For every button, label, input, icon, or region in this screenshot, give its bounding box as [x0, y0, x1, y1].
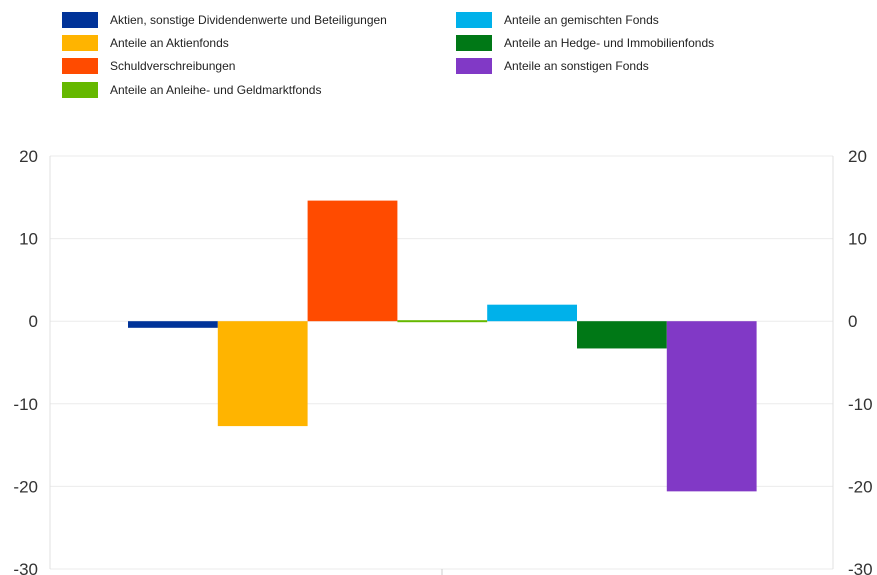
- y-tick-label-right: -30: [848, 560, 873, 575]
- bar: [397, 320, 488, 323]
- legend-item: Anteile an sonstigen Fonds: [456, 57, 649, 75]
- y-tick-label-right: 20: [848, 147, 867, 166]
- bars: [128, 200, 757, 492]
- legend-item: Anteile an Aktienfonds: [62, 34, 229, 52]
- legend-swatch: [456, 12, 492, 28]
- legend-swatch: [456, 58, 492, 74]
- y-tick-label-right: -20: [848, 477, 873, 496]
- legend-swatch: [62, 12, 98, 28]
- bar: [128, 321, 218, 328]
- legend-label: Anteile an Hedge- und Immobilienfonds: [504, 36, 715, 50]
- legend-swatch: [456, 35, 492, 51]
- axes: 20 20 10 10 0 0 -10 -10 -20 -20 -30 -30: [13, 147, 873, 575]
- legend-item: Schuldverschreibungen: [62, 57, 235, 75]
- y-tick-label-left: -20: [13, 477, 38, 496]
- legend-label: Aktien, sonstige Dividendenwerte und Bet…: [110, 13, 387, 27]
- legend-item: Anteile an Hedge- und Immobilienfonds: [456, 34, 714, 52]
- bar: [217, 321, 308, 427]
- bar: [487, 304, 577, 322]
- legend-swatch: [62, 82, 98, 98]
- y-tick-label-left: -30: [13, 560, 38, 575]
- legend-label: Schuldverschreibungen: [110, 59, 236, 73]
- y-tick-label-left: 20: [19, 147, 38, 166]
- legend-label: Anteile an Aktienfonds: [110, 36, 229, 50]
- bar: [307, 200, 398, 322]
- y-tick-label-right: 0: [848, 312, 857, 331]
- legend-swatch: [62, 35, 98, 51]
- bar: [666, 321, 757, 492]
- legend-swatch: [62, 58, 98, 74]
- legend-item: Anteile an gemischten Fonds: [456, 11, 659, 29]
- chart-legend: Aktien, sonstige Dividendenwerte und Bet…: [0, 0, 877, 110]
- y-tick-label-left: 0: [29, 312, 38, 331]
- legend-label: Anteile an Anleihe- und Geldmarktfonds: [110, 83, 322, 97]
- y-tick-label-left: -10: [13, 395, 38, 414]
- legend-label: Anteile an sonstigen Fonds: [504, 59, 649, 73]
- y-tick-label-right: -10: [848, 395, 873, 414]
- legend-item: Anteile an Anleihe- und Geldmarktfonds: [62, 81, 321, 99]
- y-tick-label-left: 10: [19, 230, 38, 249]
- legend-item: Aktien, sonstige Dividendenwerte und Bet…: [62, 11, 387, 29]
- y-tick-label-right: 10: [848, 230, 867, 249]
- bar: [577, 321, 667, 349]
- legend-label: Anteile an gemischten Fonds: [504, 13, 659, 27]
